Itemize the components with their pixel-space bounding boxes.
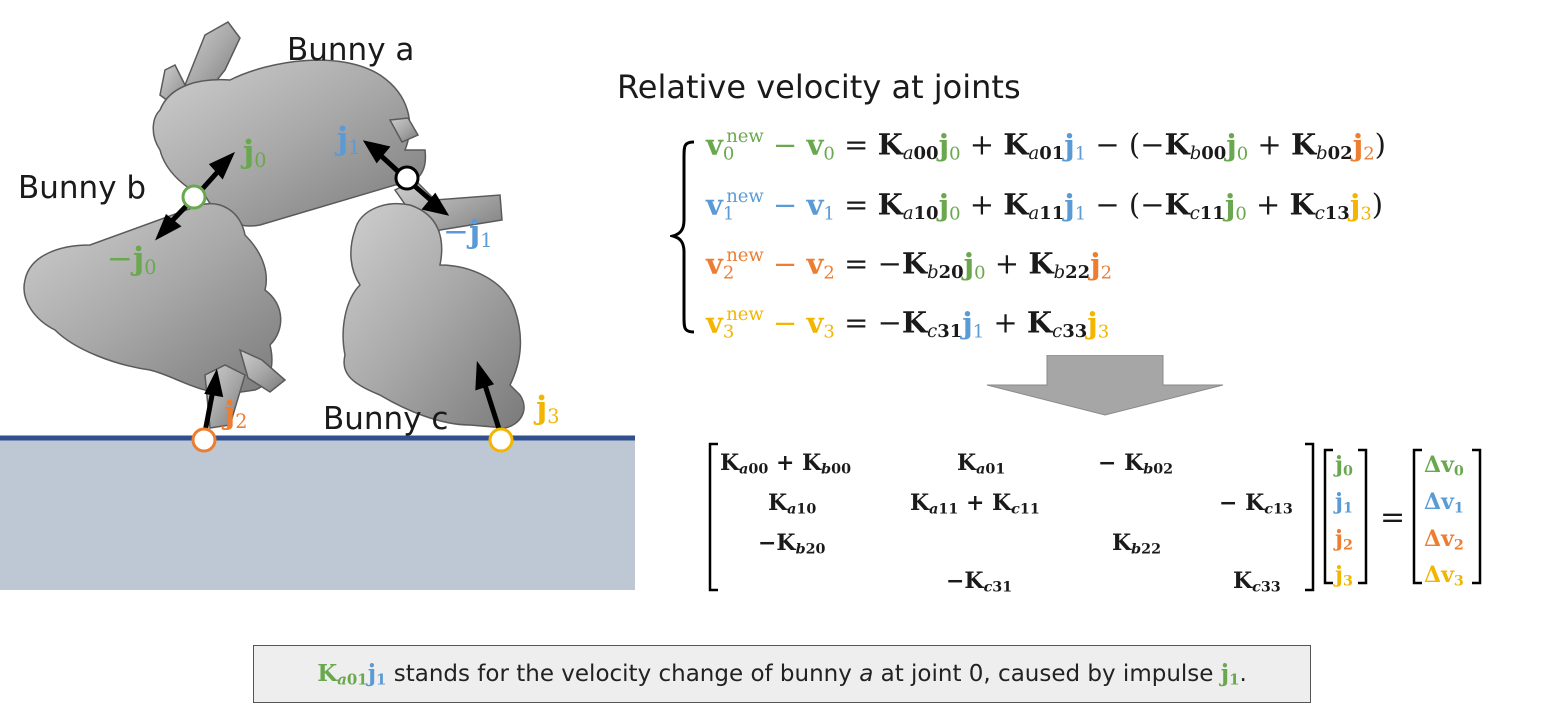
bunny-a-label: Bunny a: [287, 32, 415, 68]
title: Relative velocity at joints: [617, 68, 1021, 106]
j1-label: j1: [337, 121, 361, 159]
matrix-r2-c2: Ka11 + Kc11: [910, 490, 1040, 518]
note-impulse: j1: [1220, 660, 1240, 689]
ground: [0, 438, 635, 590]
matrix-r4-c2: −Kc31: [946, 568, 1013, 596]
down-arrow: [986, 355, 1224, 416]
matrix-r2-c1: Ka10: [768, 490, 817, 518]
matrix-brackets: [708, 442, 1482, 592]
joint-0-circle: [181, 184, 207, 210]
bunnies-illustration: [0, 21, 635, 590]
equation-2: v1new − v1 = Ka10j0 + Ka11j1 − (−Kc11j0 …: [706, 186, 1384, 225]
note-text: stands for the velocity change of bunny …: [386, 661, 1221, 687]
bunny-b-label: Bunny b: [18, 170, 147, 206]
vector-j1: j1: [1335, 489, 1353, 517]
j2-label: j2: [224, 395, 248, 433]
matrix-r1-c2: Ka01: [957, 450, 1006, 478]
vector-j2: j2: [1335, 526, 1353, 554]
equation-3: v2new − v2 = −Kb20j0 + Kb22j2: [706, 245, 1113, 284]
rhs-dv0: Δv0: [1424, 452, 1464, 480]
joint-arrows: [155, 140, 503, 433]
rhs-dv3: Δv3: [1424, 562, 1464, 590]
rhs-dv1: Δv1: [1424, 489, 1464, 517]
equation-1: v0new − v0 = Ka00j0 + Ka01j1 − (−Kb00j0 …: [706, 126, 1386, 165]
vector-j0: j0: [1335, 452, 1353, 480]
system-brace: [670, 140, 695, 334]
matrix-r1-c3: − Kb02: [1098, 450, 1174, 478]
bunny-a-shape: [152, 21, 427, 227]
equals-sign: =: [1380, 500, 1406, 535]
vector-j3: j3: [1335, 562, 1353, 590]
matrix-r1-c1: Ka00 + Kb00: [720, 450, 852, 478]
neg-j1-label: −j1: [443, 214, 493, 252]
note-end: .: [1239, 661, 1247, 687]
neg-j0-label: −j0: [107, 241, 157, 279]
matrix-r3-c3: Kb22: [1112, 530, 1162, 558]
bunny-c-label: Bunny c: [323, 401, 449, 437]
equation-4: v3new − v3 = −Kc31j1 + Kc33j3: [706, 304, 1110, 343]
joint-2-circle: [191, 427, 217, 453]
rhs-dv2: Δv2: [1424, 526, 1464, 554]
j0-label: j0: [243, 134, 267, 172]
matrix-r3-c1: −Kb20: [758, 530, 826, 558]
note-box: Ka01j1 stands for the velocity change of…: [253, 645, 1311, 703]
j3-label: j3: [536, 390, 560, 428]
bunny-b-shape: [23, 203, 287, 429]
bunny-c-shape: [342, 179, 525, 429]
joint-1-circle: [394, 165, 420, 191]
note-term: Ka01j1: [317, 660, 387, 689]
matrix-r4-c4: Kc33: [1233, 568, 1281, 596]
joint-3-circle: [488, 427, 514, 453]
matrix-r2-c4: − Kc13: [1219, 490, 1293, 518]
